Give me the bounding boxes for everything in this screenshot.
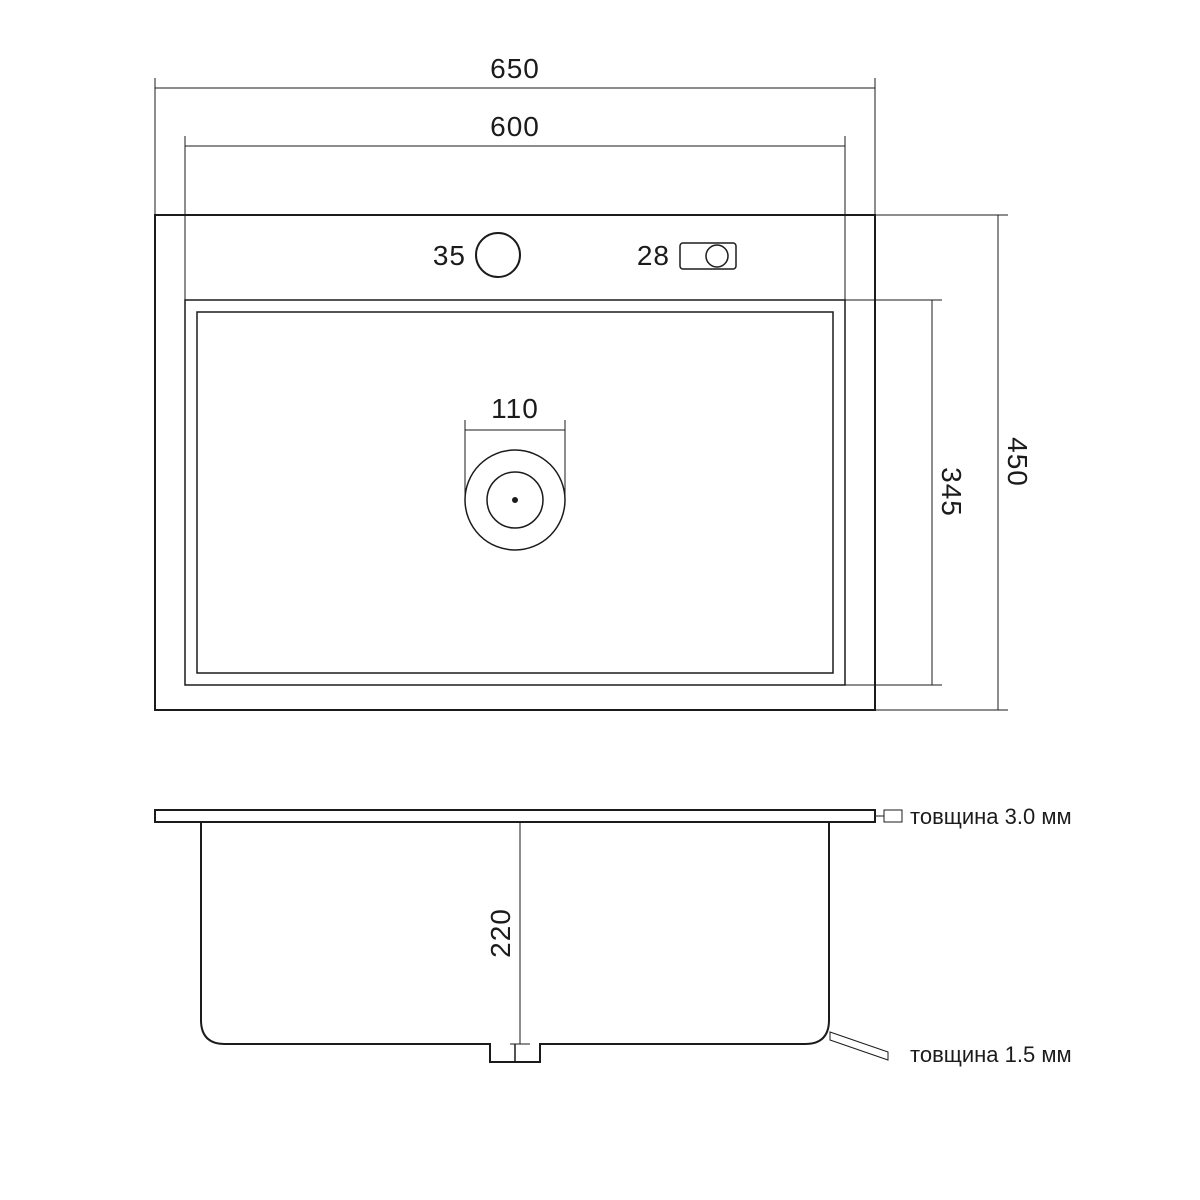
dim-width-inner: 600 [490, 111, 540, 142]
dim-width-outer: 650 [490, 53, 540, 84]
tech-drawing: 650 600 345 450 35 28 110 220 товщина 3.… [0, 0, 1200, 1200]
basin-outer [185, 300, 845, 685]
tap-hole [476, 233, 520, 277]
thickness-rim-box [884, 810, 902, 822]
dim-height-inner: 345 [936, 467, 967, 517]
drain-dot [512, 497, 518, 503]
thickness-bowl-arrow [830, 1032, 888, 1060]
side-rim [155, 810, 875, 822]
dim-tap-hole: 35 [433, 240, 466, 271]
dim-depth: 220 [485, 908, 516, 958]
dim-height-outer: 450 [1002, 437, 1033, 487]
dim-drain: 110 [491, 393, 539, 424]
top-outer-rect [155, 215, 875, 710]
basin-inner [197, 312, 833, 673]
note-rim-thickness: товщина 3.0 мм [910, 804, 1072, 829]
overflow-hole [706, 245, 728, 267]
note-bowl-thickness: товщина 1.5 мм [910, 1042, 1072, 1067]
dim-overflow-hole: 28 [637, 240, 670, 271]
